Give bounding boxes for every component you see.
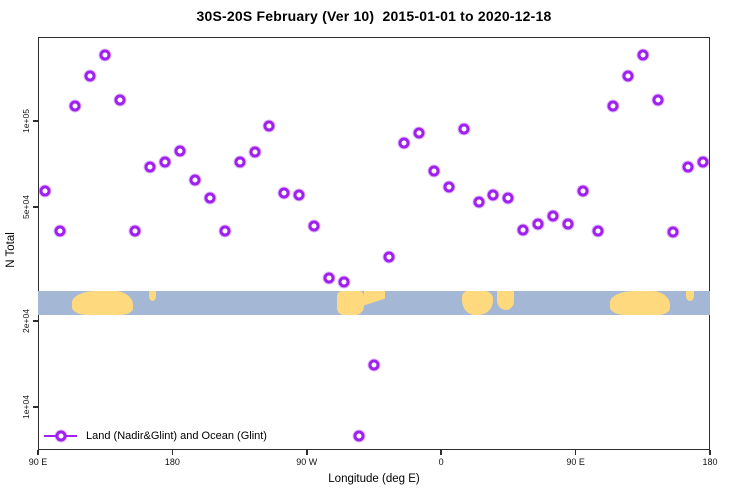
chart-title: 30S-20S February (Ver 10) 2015-01-01 to … bbox=[196, 8, 552, 24]
land-patch-new-caledonia-repeat bbox=[686, 290, 694, 301]
data-point bbox=[263, 120, 275, 132]
data-point bbox=[293, 189, 305, 201]
y-tick bbox=[33, 320, 38, 322]
data-point bbox=[84, 70, 96, 82]
data-point bbox=[114, 94, 126, 106]
data-point bbox=[577, 185, 589, 197]
data-point bbox=[547, 210, 559, 222]
land-patch-australia bbox=[72, 290, 133, 315]
data-point bbox=[54, 225, 66, 237]
y-tick bbox=[33, 206, 38, 208]
y-tick-label: 1e+04 bbox=[21, 395, 31, 419]
data-point bbox=[39, 185, 51, 197]
data-point bbox=[249, 146, 261, 158]
land-patch-southern-africa bbox=[462, 290, 493, 315]
x-tick-label: 0 bbox=[438, 457, 444, 467]
data-point bbox=[383, 251, 395, 263]
data-point bbox=[652, 94, 664, 106]
land-patch-new-caledonia bbox=[148, 290, 156, 301]
data-point bbox=[517, 224, 529, 236]
data-point bbox=[234, 156, 246, 168]
data-point bbox=[99, 49, 111, 61]
data-point bbox=[487, 189, 499, 201]
data-point bbox=[532, 218, 544, 230]
x-tick bbox=[306, 450, 308, 455]
data-point bbox=[368, 359, 380, 371]
land-patch-madagascar bbox=[497, 290, 515, 310]
data-point bbox=[129, 225, 141, 237]
legend-marker-icon bbox=[44, 430, 77, 442]
legend-label: Land (Nadir&Glint) and Ocean (Glint) bbox=[86, 430, 267, 442]
data-point bbox=[502, 192, 514, 204]
y-tick-label: 5e+04 bbox=[21, 195, 31, 220]
x-tick bbox=[171, 450, 174, 455]
data-point bbox=[607, 100, 619, 112]
land-patch-australia-repeat bbox=[609, 290, 671, 315]
data-point bbox=[174, 145, 186, 157]
x-tick bbox=[709, 450, 711, 455]
legend: Land (Nadir&Glint) and Ocean (Glint) bbox=[44, 430, 267, 442]
x-tick-label: 180 bbox=[702, 457, 718, 467]
data-point bbox=[353, 430, 365, 442]
x-tick-label: 90 W bbox=[296, 457, 318, 467]
y-tick-label: 2e+04 bbox=[21, 308, 31, 333]
x-tick bbox=[440, 450, 442, 455]
y-axis-label: N Total bbox=[5, 232, 17, 268]
data-point bbox=[413, 127, 425, 139]
data-point bbox=[428, 165, 440, 177]
x-tick bbox=[37, 450, 39, 455]
data-point bbox=[308, 220, 320, 232]
x-tick-label: 90 E bbox=[28, 457, 48, 467]
x-axis-label: Longitude (deg E) bbox=[328, 473, 420, 485]
data-point bbox=[443, 181, 455, 193]
data-point bbox=[338, 276, 350, 288]
legend-circle-icon bbox=[55, 430, 66, 442]
data-point bbox=[562, 218, 574, 230]
y-tick-label: 1e+05 bbox=[21, 109, 31, 133]
world-map-band bbox=[38, 290, 710, 315]
data-point bbox=[637, 49, 649, 61]
data-point bbox=[159, 156, 171, 168]
plot-area bbox=[38, 37, 710, 450]
data-point bbox=[682, 161, 694, 173]
data-point bbox=[323, 272, 335, 284]
data-point bbox=[398, 137, 410, 149]
data-point bbox=[592, 225, 604, 237]
data-point bbox=[144, 161, 156, 173]
x-tick bbox=[574, 450, 577, 455]
y-tick bbox=[33, 406, 38, 408]
data-point bbox=[278, 187, 290, 199]
land-patch-south-america-andes bbox=[336, 290, 364, 315]
data-point bbox=[473, 196, 485, 208]
x-tick-label: 180 bbox=[164, 457, 180, 467]
land-patch-south-america-brazil bbox=[363, 290, 386, 306]
data-point bbox=[204, 192, 216, 204]
data-point bbox=[219, 225, 231, 237]
data-point bbox=[622, 70, 634, 82]
data-point bbox=[697, 156, 709, 168]
x-tick-label: 90 E bbox=[566, 457, 585, 467]
data-point bbox=[189, 174, 201, 186]
data-point bbox=[458, 123, 470, 135]
data-point bbox=[667, 226, 679, 238]
y-tick bbox=[33, 120, 38, 122]
data-point bbox=[69, 100, 81, 112]
